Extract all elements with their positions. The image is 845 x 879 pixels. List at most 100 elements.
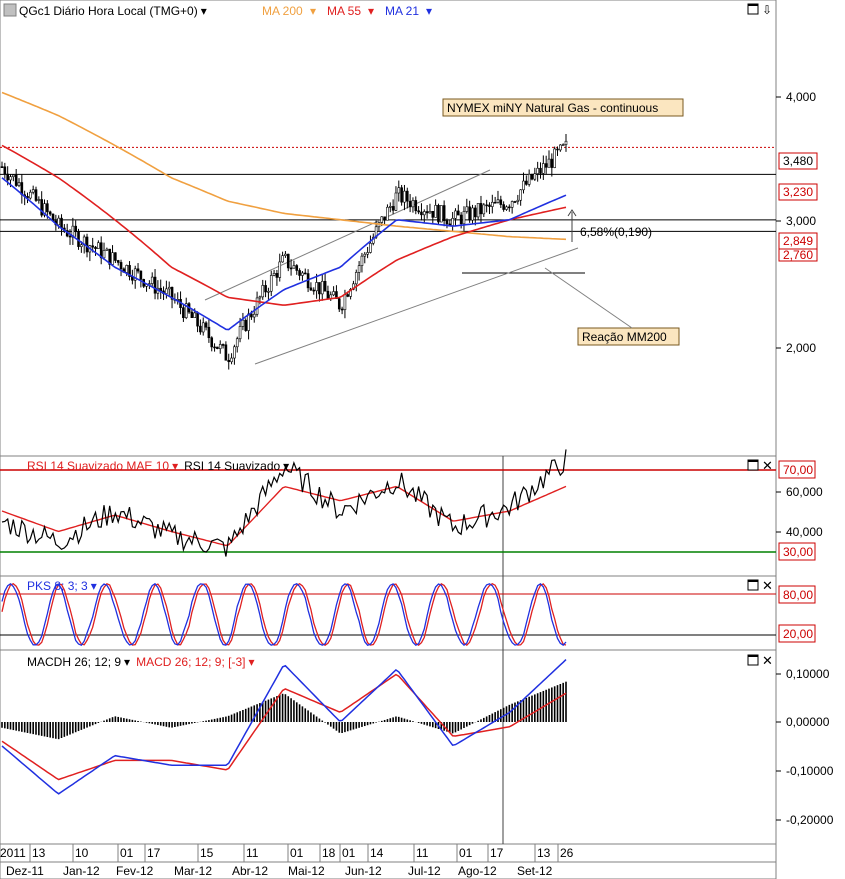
x-day-label: 26 [560, 846, 574, 860]
x-day-label: 13 [32, 846, 46, 860]
candle-body [425, 211, 429, 214]
macd-histogram-bar [264, 700, 267, 722]
candle-body [476, 203, 480, 218]
macd-histogram-bar [451, 722, 454, 734]
macd-histogram-bar [525, 697, 528, 722]
candle-body [403, 190, 406, 203]
macd-histogram-bar [225, 716, 227, 722]
macd-histogram-bar [363, 722, 366, 727]
reaction-box[interactable] [577, 327, 680, 346]
macd-histogram-bar [123, 718, 125, 722]
rsi-close-icon[interactable]: ✕ [762, 458, 773, 473]
macd-histogram-bar [103, 720, 105, 722]
macd-histogram-bar [327, 722, 329, 725]
macd-histogram-bar [176, 722, 179, 727]
ma55-label[interactable]: MA 55 [327, 4, 361, 18]
pks-close-icon[interactable]: ✕ [762, 578, 773, 593]
x-month-label: Dez-11 [6, 864, 44, 878]
macd-histogram-bar [392, 717, 394, 722]
ma200-label[interactable]: MA 200 [262, 4, 303, 18]
candle-body [332, 291, 335, 296]
macd-histogram-bar [46, 722, 49, 738]
x-day-label: 11 [246, 846, 259, 860]
candle-body [388, 206, 392, 208]
candle-body [516, 199, 520, 202]
candle-body [102, 250, 106, 259]
channel-upper [204, 169, 491, 301]
macd-histogram-bar [352, 722, 355, 730]
candle-body [193, 312, 197, 318]
candle-body [199, 325, 202, 333]
macd-histogram-bar [216, 718, 219, 722]
macd-histogram-bar [111, 717, 114, 722]
macd-histogram-bar [66, 722, 68, 736]
macd-tick: -0,20000 [786, 813, 834, 827]
candle-body [196, 312, 199, 327]
macd-histogram-bar [244, 708, 247, 722]
rsi-title[interactable]: RSI 14 Suavizado MAE 10 ▾ RSI 14 Suavizado… [27, 459, 289, 473]
candle-body [303, 272, 307, 275]
macd-histogram-bar [457, 722, 460, 731]
candle-body [405, 190, 409, 202]
macd-histogram-bar [49, 722, 51, 738]
ma21-menu-icon[interactable]: ▾ [426, 4, 432, 18]
macd-title[interactable]: MACDH 26; 12; 9 ▾ MACD 26; 12; 9; [-3] ▾ [27, 655, 255, 669]
macd-close-icon[interactable]: ✕ [762, 653, 773, 668]
candle-body [105, 248, 109, 251]
candle-body [553, 148, 556, 168]
candle-body [250, 313, 253, 318]
candle-body [491, 201, 494, 207]
macd-histogram-bar [239, 711, 241, 722]
ma200-menu-icon[interactable]: ▾ [310, 4, 316, 18]
x-month-label: Jun-12 [345, 864, 382, 878]
macd-histogram-bar [168, 722, 171, 728]
candle-body [298, 270, 301, 276]
pks-title[interactable]: PKS 8; 3; 3 ▾ [27, 579, 97, 593]
macd-histogram-bar [114, 716, 117, 722]
price-panel[interactable] [0, 0, 777, 457]
ma55-menu-icon[interactable]: ▾ [368, 4, 374, 18]
candle-body [269, 275, 273, 292]
candle-body [479, 203, 483, 215]
macd-histogram-bar [259, 703, 261, 722]
candle-body [468, 206, 471, 221]
pin-icon[interactable]: ⇩ [762, 3, 772, 17]
ma-line [1, 91, 567, 241]
candle-body [46, 203, 49, 213]
candle-body [346, 294, 350, 297]
candle-body [255, 297, 259, 315]
x-month-label: Ago-12 [458, 864, 497, 878]
rsi-panel[interactable] [0, 455, 777, 577]
pks-badge [778, 624, 816, 643]
macd-histogram-bar [369, 722, 372, 725]
candle-body [471, 207, 474, 221]
price-title[interactable]: QGc1 Diário Hora Local (TMG+0) ▾ [19, 4, 207, 18]
macd-histogram-bar [440, 722, 443, 730]
candle-body [525, 180, 528, 185]
x-month-label: Mai-12 [288, 864, 325, 878]
candle-body [184, 303, 188, 319]
candle-body [3, 166, 7, 175]
candle-body [31, 189, 35, 193]
candle-body [547, 158, 551, 168]
price-badge [778, 248, 818, 262]
macd-histogram-bar [483, 717, 485, 722]
candle-body [221, 344, 225, 346]
candle-body [170, 286, 174, 300]
candle-body [513, 201, 517, 203]
candle-body [286, 253, 290, 269]
candle-body [561, 144, 565, 146]
candle-body [284, 253, 287, 256]
candle-body [128, 265, 131, 277]
macd-histogram-bar [131, 719, 134, 722]
candle-body [14, 174, 18, 186]
macd-histogram-bar [21, 722, 23, 732]
candle-body [111, 252, 114, 265]
macd-histogram-bar [261, 701, 264, 722]
ma21-label[interactable]: MA 21 [385, 4, 419, 18]
annotation-box[interactable] [442, 98, 684, 117]
macd-histogram-bar [148, 722, 151, 724]
macd-tick: 0,10000 [786, 667, 830, 681]
rsi-badge [778, 542, 816, 561]
macd-histogram-bar [335, 722, 338, 731]
